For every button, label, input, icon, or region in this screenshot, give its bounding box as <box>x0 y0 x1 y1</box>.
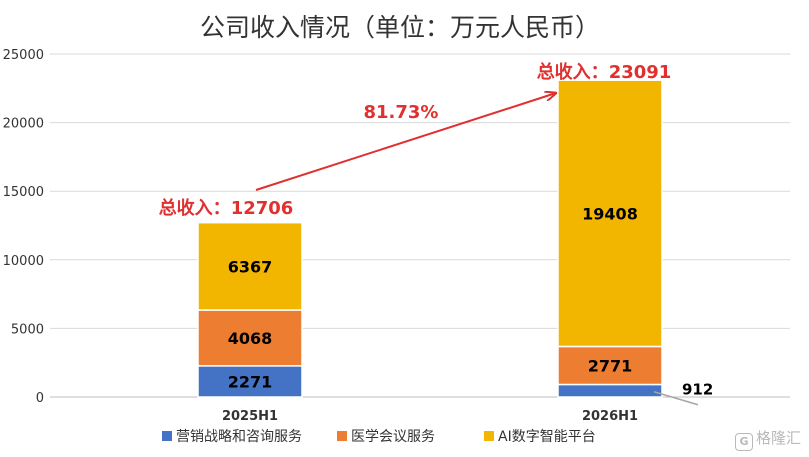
legend-swatch <box>484 431 494 441</box>
legend-label: 营销战略和咨询服务 <box>176 429 302 445</box>
x-tick-label: 2025H1 <box>222 409 278 424</box>
data-label: 4068 <box>228 329 273 348</box>
total-label-value: 12706 <box>231 198 294 219</box>
growth-arrow <box>255 93 556 191</box>
y-tick-label: 20000 <box>3 117 44 132</box>
watermark-text: 格隆汇 <box>755 429 801 447</box>
bar-segment <box>557 383 663 398</box>
chart-title: 公司收入情况（单位：万元人民币） <box>200 13 600 42</box>
watermark: G 格隆汇 <box>734 427 801 451</box>
data-label: 19408 <box>582 204 638 223</box>
y-tick-label: 5000 <box>11 322 44 337</box>
bar-segment <box>197 309 303 367</box>
total-label-prefix: 总收入： <box>159 197 231 219</box>
growth-label: 81.73% <box>364 102 439 123</box>
legend-label: AI数字智能平台 <box>498 429 596 445</box>
y-tick-label: 25000 <box>3 48 44 63</box>
x-tick-label: 2026H1 <box>582 409 638 424</box>
bar-segment <box>197 221 303 311</box>
data-label-leader <box>653 391 699 406</box>
y-tick-label: 0 <box>36 391 44 406</box>
total-label: 总收入：12706 <box>159 197 294 219</box>
legend-label: 医学会议服务 <box>351 429 435 445</box>
bar-segment <box>557 79 663 348</box>
data-label: 2271 <box>228 372 273 391</box>
legend-swatch <box>337 431 347 441</box>
watermark-logo-icon: G <box>734 433 753 451</box>
y-tick-label: 15000 <box>3 185 44 200</box>
data-label: 2771 <box>588 356 633 375</box>
total-label: 总收入：23091 <box>537 61 672 83</box>
data-label: 6367 <box>228 257 273 276</box>
data-label: 912 <box>682 381 713 399</box>
legend-swatch <box>162 431 172 441</box>
total-label-value: 23091 <box>609 62 672 83</box>
y-tick-label: 10000 <box>3 254 44 269</box>
bar-segment <box>557 345 663 386</box>
total-label-prefix: 总收入： <box>537 61 609 83</box>
